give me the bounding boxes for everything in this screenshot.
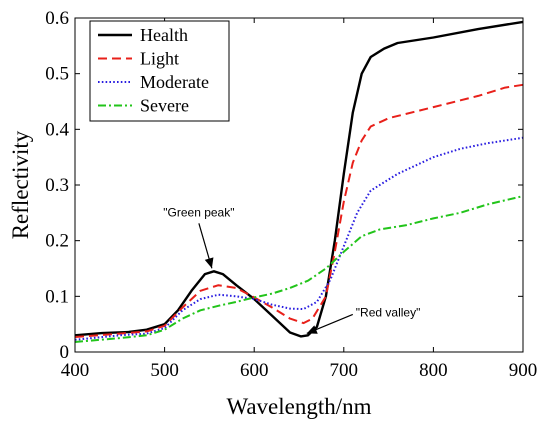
- annotation-green-peak-arrow-head: [204, 257, 214, 269]
- y-tick-label: 0.5: [45, 64, 69, 85]
- x-tick-label: 700: [330, 360, 359, 381]
- series-layer: [74, 20, 524, 343]
- series-line-health: [74, 20, 524, 338]
- x-tick-label: 800: [419, 360, 448, 381]
- x-axis: 400 500 600 700 800 900: [61, 18, 538, 381]
- y-tick-label: 0: [60, 342, 70, 363]
- legend-label-severe: Severe: [140, 96, 189, 116]
- x-tick-label: 400: [61, 360, 90, 381]
- annotation-red-valley-arrow-head: [306, 325, 318, 334]
- x-tick-label: 600: [240, 360, 269, 381]
- legend-box: [89, 20, 230, 122]
- legend: Health Light Moderate Severe: [89, 20, 230, 122]
- legend-label-moderate: Moderate: [140, 72, 209, 92]
- annotation-red-valley: "Red valley": [356, 305, 421, 319]
- y-axis: 0 0.1 0.2 0.3 0.4 0.5 0.6: [45, 8, 523, 363]
- legend-label-light: Light: [140, 49, 179, 69]
- series-line-moderate: [74, 136, 524, 341]
- series-line-light: [74, 83, 524, 338]
- y-tick-label: 0.6: [45, 8, 69, 29]
- x-tick-label: 500: [150, 360, 179, 381]
- y-tick-label: 0.3: [45, 175, 69, 196]
- legend-label-health: Health: [140, 25, 188, 45]
- x-tick-label: 900: [509, 360, 538, 381]
- y-axis-title: Reflectivity: [8, 130, 33, 239]
- y-tick-label: 0.4: [45, 119, 69, 140]
- annotation-green-peak: "Green peak": [163, 205, 234, 219]
- annotation-layer: "Green peak" "Red valley": [163, 205, 421, 334]
- y-tick-label: 0.1: [45, 286, 69, 307]
- series-line-severe: [74, 195, 524, 343]
- x-axis-title: Wavelength/nm: [226, 394, 371, 419]
- y-tick-label: 0.2: [45, 231, 69, 252]
